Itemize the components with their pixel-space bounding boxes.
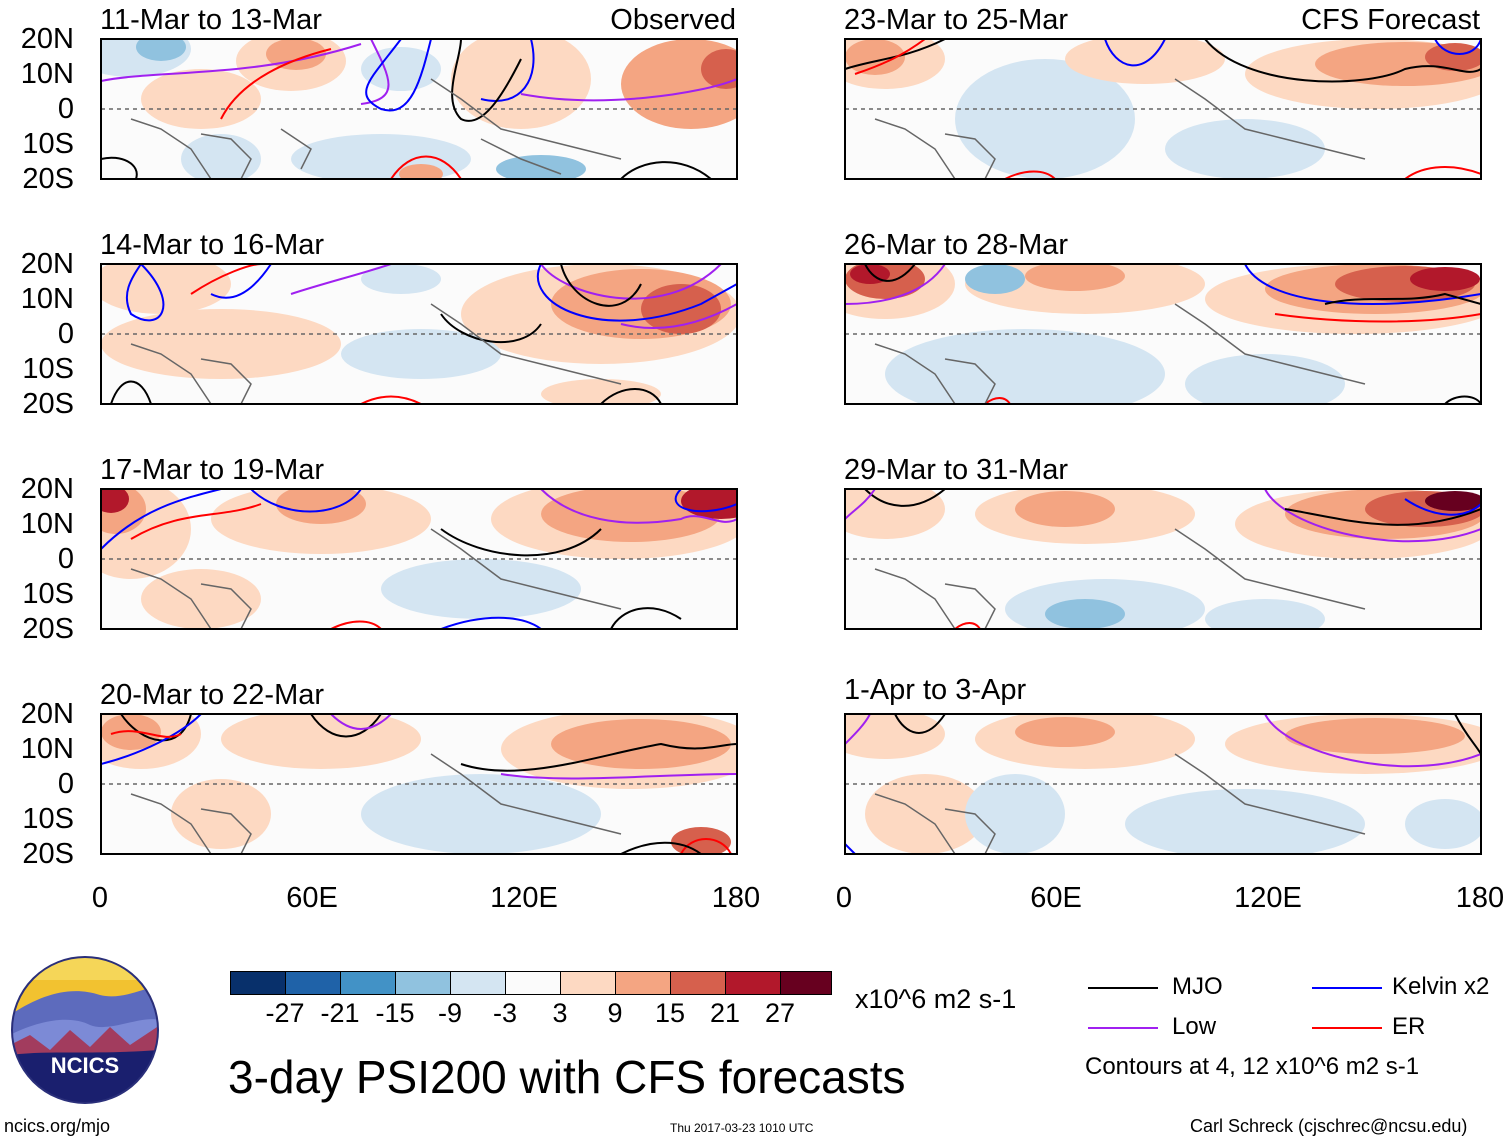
legend-line-kelvin <box>1312 987 1382 989</box>
colorbar-box <box>615 971 671 995</box>
lat-label-eq: 0 <box>57 768 74 800</box>
legend-line-low <box>1088 1027 1158 1029</box>
timestamp: Thu 2017-03-23 1010 UTC <box>670 1121 814 1135</box>
panel-title-17mar: 17-Mar to 19-Mar <box>100 454 325 486</box>
colorbar-box <box>450 971 506 995</box>
colorbar-box <box>230 971 286 995</box>
colorbar-label: -15 <box>375 998 415 1028</box>
map-panel-1apr <box>845 714 1481 854</box>
lon-label-120e: 120E <box>1234 882 1302 914</box>
colorbar-label: -21 <box>320 998 360 1028</box>
lat-label-10s: 10S <box>22 353 74 385</box>
lat-label-10s: 10S <box>22 803 74 835</box>
legend-label-kelvin: Kelvin x2 <box>1392 973 1490 1000</box>
colorbar-box <box>395 971 451 995</box>
lat-label-eq: 0 <box>57 543 74 575</box>
lat-label-20n: 20N <box>20 473 74 505</box>
colorbar-units: x10^6 m2 s-1 <box>855 984 1017 1014</box>
lat-label-20s: 20S <box>22 388 74 420</box>
lat-label-20s: 20S <box>22 163 74 195</box>
panel-title-1apr: 1-Apr to 3-Apr <box>844 674 1027 706</box>
panel-title-26mar: 26-Mar to 28-Mar <box>844 229 1069 261</box>
lat-label-10n: 10N <box>20 508 74 540</box>
legend-label-low: Low <box>1172 1013 1217 1040</box>
panel-title-14mar: 14-Mar to 16-Mar <box>100 229 325 261</box>
map-panel-11mar <box>101 39 737 179</box>
colorbar-box <box>670 971 726 995</box>
colorbar-label: -9 <box>437 998 462 1028</box>
colorbar-box <box>725 971 781 995</box>
map-panel-29mar <box>845 489 1481 629</box>
lon-label-60e: 60E <box>286 882 338 914</box>
lat-label-20n: 20N <box>20 23 74 55</box>
lat-label-eq: 0 <box>57 318 74 350</box>
colorbar-label: -27 <box>265 998 305 1028</box>
lat-label-10s: 10S <box>22 578 74 610</box>
panel-title-20mar: 20-Mar to 22-Mar <box>100 679 325 711</box>
lat-label-10n: 10N <box>20 733 74 765</box>
map-panel-17mar <box>101 489 737 629</box>
site-url[interactable]: ncics.org/mjo <box>4 1116 111 1136</box>
lat-label-10n: 10N <box>20 58 74 90</box>
lon-label-0: 0 <box>91 882 109 914</box>
panel-tag-observed: Observed <box>610 4 736 36</box>
lat-label-20n: 20N <box>20 698 74 730</box>
map-panel-14mar <box>101 264 737 404</box>
legend-label-mjo: MJO <box>1172 973 1223 1000</box>
main-title: 3-day PSI200 with CFS forecasts <box>228 1051 906 1103</box>
author-credit: Carl Schreck (cjschrec@ncsu.edu) <box>1190 1116 1468 1136</box>
colorbar-box <box>505 971 561 995</box>
colorbar-box <box>780 971 832 995</box>
lat-label-10s: 10S <box>22 128 74 160</box>
colorbar-label: 9 <box>607 998 623 1028</box>
lon-label-120e: 120E <box>490 882 558 914</box>
legend-line-mjo <box>1088 987 1158 989</box>
map-panel-23mar <box>845 39 1481 179</box>
panel-title-11mar: 11-Mar to 13-Mar <box>100 4 322 36</box>
lon-label-180: 180 <box>1455 882 1505 914</box>
legend-label-er: ER <box>1392 1013 1426 1040</box>
colorbar-box <box>285 971 341 995</box>
map-panel-26mar <box>845 264 1481 404</box>
colorbar-label: 3 <box>552 998 568 1028</box>
lat-label-20s: 20S <box>22 613 74 645</box>
panel-tag-cfs-forecast: CFS Forecast <box>1301 4 1480 36</box>
ncics-logo: NCICS <box>10 955 160 1105</box>
logo-text: NCICS <box>51 1053 119 1078</box>
colorbar-label: 27 <box>764 998 796 1028</box>
legend-line-er <box>1312 1027 1382 1029</box>
lon-label-0: 0 <box>835 882 853 914</box>
lat-label-20s: 20S <box>22 838 74 870</box>
panel-title-23mar: 23-Mar to 25-Mar <box>844 4 1069 36</box>
legend-contour-note: Contours at 4, 12 x10^6 m2 s-1 <box>1085 1053 1420 1080</box>
lat-label-20n: 20N <box>20 248 74 280</box>
colorbar-label: 21 <box>709 998 741 1028</box>
map-panel-20mar <box>101 714 737 854</box>
colorbar-label: 15 <box>654 998 686 1028</box>
colorbar-label: -3 <box>492 998 517 1028</box>
lat-label-eq: 0 <box>57 93 74 125</box>
ncics-logo-icon: NCICS <box>11 956 159 1104</box>
panel-title-29mar: 29-Mar to 31-Mar <box>844 454 1069 486</box>
lon-label-60e: 60E <box>1030 882 1082 914</box>
lat-label-10n: 10N <box>20 283 74 315</box>
lon-label-180: 180 <box>711 882 761 914</box>
colorbar-box <box>560 971 616 995</box>
colorbar-box <box>340 971 396 995</box>
